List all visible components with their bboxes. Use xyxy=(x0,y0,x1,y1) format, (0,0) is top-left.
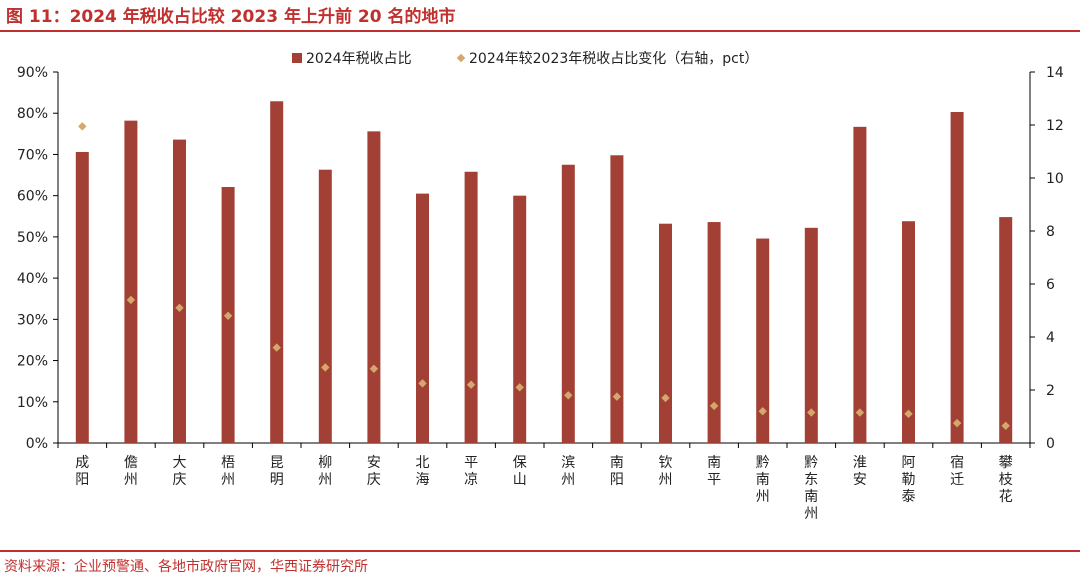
right-tick-label: 2 xyxy=(1046,383,1055,399)
category-labels: 成阳 儋州 大庆 梧州 昆明 柳州 安庆 北海 平凉 保山 滨州 南阳 钦州 南平 黔南州 黔东南州 淮安 阿勒泰… xyxy=(75,454,1012,522)
bar-18 xyxy=(950,111,964,443)
right-tick-label: 8 xyxy=(1046,224,1055,240)
left-tick-label: 50% xyxy=(17,230,48,246)
marker-16 xyxy=(855,408,865,417)
left-tick-label: 70% xyxy=(17,147,48,163)
left-tick-label: 10% xyxy=(17,395,48,411)
category-label-1: 儋州 xyxy=(124,455,138,488)
bar-17 xyxy=(902,221,915,443)
category-label-6: 安庆 xyxy=(367,455,381,488)
category-label-7: 北海 xyxy=(416,455,430,488)
marker-19 xyxy=(1001,421,1010,430)
combo-chart: 2024年税收占比 2024年较2023年税收占比变化（右轴，pct） 0% 10… xyxy=(17,51,1064,522)
left-tick-label: 30% xyxy=(17,312,48,328)
bar-9 xyxy=(513,195,527,443)
category-label-2: 大庆 xyxy=(173,455,187,488)
category-label-13: 南平 xyxy=(707,455,721,488)
bar-5 xyxy=(318,169,332,444)
marker-4 xyxy=(272,343,281,352)
bar-14 xyxy=(756,238,770,443)
marker-11 xyxy=(612,392,622,401)
marker-7 xyxy=(418,379,427,388)
bar-6 xyxy=(367,131,381,444)
category-label-3: 梧州 xyxy=(221,455,235,488)
bar-2 xyxy=(173,139,186,444)
bar-series xyxy=(75,101,1013,444)
bar-4 xyxy=(270,101,284,444)
category-label-5: 柳州 xyxy=(318,454,332,488)
legend: 2024年税收占比 2024年较2023年税收占比变化（右轴，pct） xyxy=(292,51,758,67)
bar-0 xyxy=(75,151,89,443)
category-label-16: 淮安 xyxy=(853,455,867,488)
bar-11 xyxy=(610,155,624,443)
marker-18 xyxy=(952,418,962,428)
category-label-17: 阿勒泰 xyxy=(902,455,916,505)
legend-bar-swatch xyxy=(292,53,302,63)
bar-7 xyxy=(416,193,429,443)
marker-0 xyxy=(78,122,87,131)
marker-2 xyxy=(175,303,184,313)
left-tick-label: 20% xyxy=(17,354,48,370)
marker-3 xyxy=(223,311,233,320)
bar-1 xyxy=(124,120,138,444)
category-label-0: 成阳 xyxy=(75,455,89,488)
source-rule xyxy=(0,550,1080,552)
category-label-11: 南阳 xyxy=(610,455,624,488)
bar-15 xyxy=(804,227,818,443)
category-label-4: 昆明 xyxy=(270,455,284,488)
bar-10 xyxy=(561,164,575,443)
left-tick-label: 80% xyxy=(17,106,48,122)
left-tick-label: 40% xyxy=(17,271,48,287)
left-tick-label: 60% xyxy=(17,189,48,205)
category-label-19: 攀枝花 xyxy=(999,455,1013,505)
right-tick-label: 10 xyxy=(1046,171,1064,187)
right-tick-label: 4 xyxy=(1046,330,1055,346)
bar-12 xyxy=(659,223,672,443)
category-label-9: 保山 xyxy=(513,455,527,488)
category-label-15: 黔东南州 xyxy=(804,455,818,522)
legend-marker-swatch xyxy=(456,53,466,63)
marker-17 xyxy=(904,409,913,419)
right-tick-label: 0 xyxy=(1046,436,1055,452)
bar-8 xyxy=(464,171,478,443)
marker-5 xyxy=(321,363,330,372)
marker-15 xyxy=(807,408,816,417)
marker-10 xyxy=(564,391,573,400)
bar-19 xyxy=(999,217,1013,443)
marker-9 xyxy=(515,383,524,392)
source-note: 资料来源：企业预警通、各地市政府官网，华西证券研究所 xyxy=(4,559,368,575)
bar-13 xyxy=(707,222,721,443)
right-tick-label: 14 xyxy=(1046,65,1064,81)
left-tick-label: 90% xyxy=(17,65,48,81)
marker-13 xyxy=(709,401,719,411)
category-label-10: 滨州 xyxy=(561,455,575,488)
category-label-18: 宿迁 xyxy=(950,454,964,488)
category-label-8: 平凉 xyxy=(464,455,478,488)
bar-16 xyxy=(853,126,867,443)
marker-series xyxy=(78,122,1010,430)
marker-14 xyxy=(758,407,767,416)
category-label-14: 黔南州 xyxy=(756,455,770,505)
figure-title: 图 11：2024 年税收占比较 2023 年上升前 20 名的地市 xyxy=(6,7,456,27)
legend-marker-label: 2024年较2023年税收占比变化（右轴，pct） xyxy=(469,51,758,67)
marker-8 xyxy=(466,380,476,389)
left-tick-label: 0% xyxy=(26,436,48,452)
right-tick-label: 6 xyxy=(1046,277,1055,293)
legend-bar-label: 2024年税收占比 xyxy=(306,51,412,67)
category-label-12: 钦州 xyxy=(659,455,673,488)
marker-1 xyxy=(126,295,136,305)
marker-12 xyxy=(661,393,670,403)
marker-6 xyxy=(369,364,379,373)
right-tick-label: 12 xyxy=(1046,118,1064,134)
title-rule xyxy=(0,30,1080,32)
axes: 0% 10% 20% 30% 40% 50% 60% 70% 80% 90% 0 2 4 6 8 10 12 14 xyxy=(17,65,1064,452)
